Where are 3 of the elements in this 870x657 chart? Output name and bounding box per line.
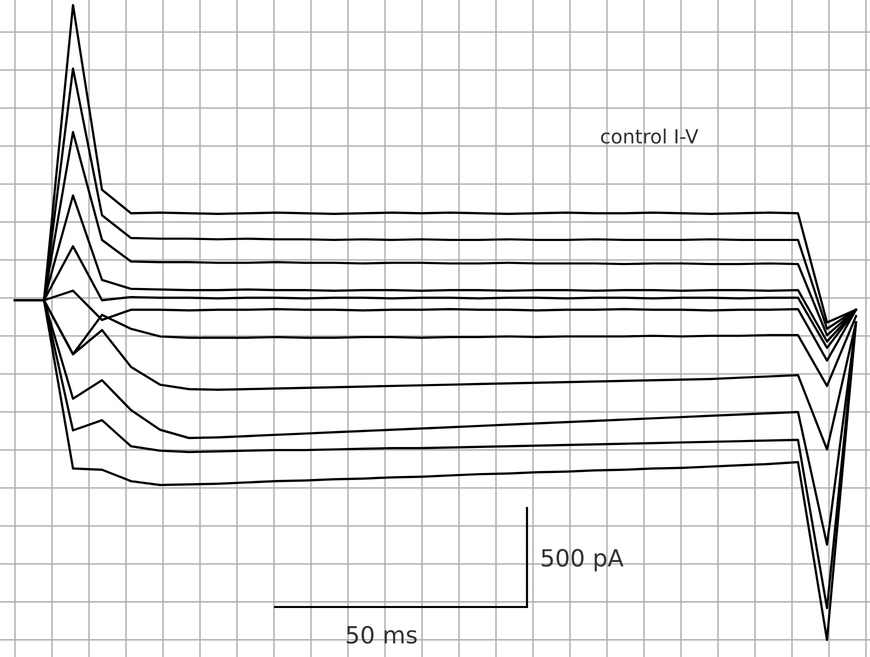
- annotation: 50 ms: [346, 626, 417, 644]
- annotation: 500 pA: [542, 548, 624, 572]
- annotation: control I-V: [601, 128, 698, 144]
